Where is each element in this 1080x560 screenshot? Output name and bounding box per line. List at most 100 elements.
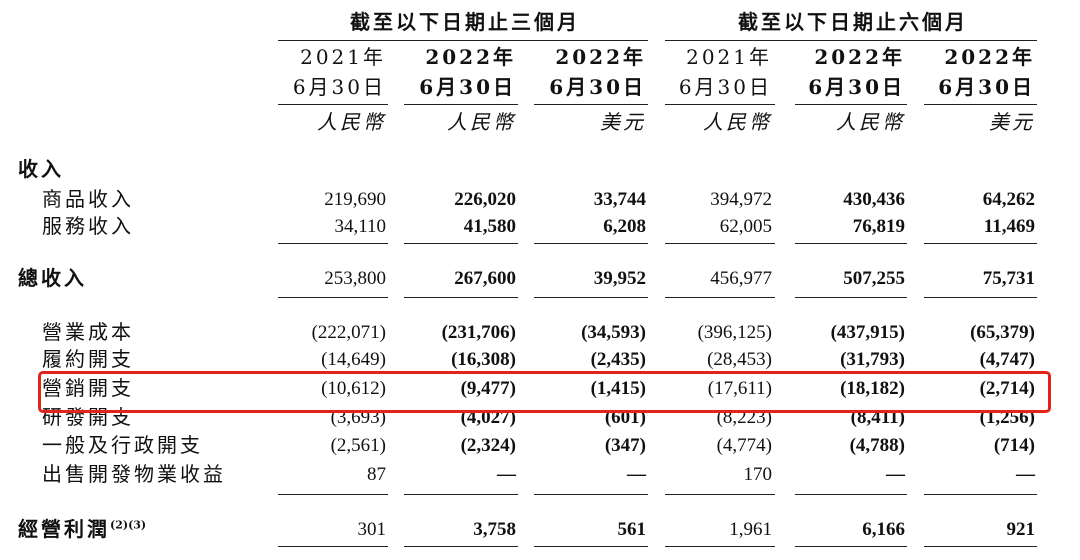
table-cell: 921 xyxy=(1006,519,1036,540)
table-cell: (17,611) xyxy=(707,378,772,399)
table-cell: — xyxy=(627,464,646,485)
table-cell: (65,379) xyxy=(970,322,1035,343)
row-label: 出售開發物業收益 xyxy=(42,464,226,484)
row-label: 經營利潤(2)(3) xyxy=(18,519,146,539)
table-cell: 430,436 xyxy=(843,189,905,210)
total-rule xyxy=(665,297,775,298)
subtotal-rule xyxy=(795,243,907,244)
table-cell: (347) xyxy=(604,435,646,456)
table-cell: (2,324) xyxy=(460,435,516,456)
subtotal-rule xyxy=(924,243,1037,244)
row-label-text: 營業成本 xyxy=(42,320,134,344)
table-cell: (16,308) xyxy=(451,349,516,370)
subtotal-rule xyxy=(278,494,388,495)
footnote-marker: (2)(3) xyxy=(110,518,147,532)
header-group-three-months: 截至以下日期止三個月 xyxy=(350,10,580,34)
subtotal-rule xyxy=(404,494,518,495)
total-rule xyxy=(404,297,518,298)
subtotal-rule xyxy=(278,243,388,244)
row-label: 商品收入 xyxy=(42,189,134,209)
row-label: 營銷開支 xyxy=(42,378,134,398)
table-cell: (2,435) xyxy=(590,349,646,370)
row-label-text: 總收入 xyxy=(18,266,87,290)
subtotal-rule xyxy=(404,243,518,244)
table-cell: — xyxy=(497,464,516,485)
table-cell: 87 xyxy=(367,464,386,485)
header-group-six-months: 截至以下日期止六個月 xyxy=(738,10,968,34)
table-cell: (9,477) xyxy=(460,378,516,399)
table-cell: 75,731 xyxy=(982,268,1035,289)
subtotal-rule xyxy=(534,243,648,244)
column-header-rule xyxy=(404,104,518,105)
table-cell: 456,977 xyxy=(710,268,772,289)
header-rule-three-months xyxy=(278,40,648,41)
table-cell: (34,593) xyxy=(581,322,646,343)
table-cell: 62,005 xyxy=(719,216,772,237)
column-header-year: 2021年 xyxy=(686,45,772,69)
table-cell: 39,952 xyxy=(593,268,646,289)
table-cell: (4,788) xyxy=(849,435,905,456)
row-label: 營業成本 xyxy=(42,322,134,342)
subtotal-rule xyxy=(665,243,775,244)
table-cell: (10,612) xyxy=(321,378,386,399)
table-cell: (1,415) xyxy=(590,378,646,399)
column-header-year: 2022年 xyxy=(814,45,905,69)
subtotal-rule xyxy=(924,494,1037,495)
column-header-date: 6月30日 xyxy=(419,75,516,99)
column-header-date: 6月30日 xyxy=(549,75,646,99)
row-label-text: 經營利潤 xyxy=(18,517,110,541)
table-cell: (714) xyxy=(993,435,1035,456)
column-header-date: 6月30日 xyxy=(938,75,1035,99)
total-rule xyxy=(924,297,1037,298)
row-label-text: 一般及行政開支 xyxy=(42,433,203,457)
column-header-date: 6月30日 xyxy=(678,75,772,99)
table-cell: (222,071) xyxy=(311,322,386,343)
table-cell: (28,453) xyxy=(707,349,772,370)
column-header-date: 6月30日 xyxy=(292,75,386,99)
column-header-currency: 美元 xyxy=(989,110,1035,134)
subtotal-rule xyxy=(665,494,775,495)
row-label: 服務收入 xyxy=(42,216,134,236)
column-header-currency: 人民幣 xyxy=(447,110,516,134)
column-header-currency: 人民幣 xyxy=(317,110,386,134)
table-cell: 1,961 xyxy=(729,519,772,540)
header-rule-six-months xyxy=(665,40,1037,41)
table-cell: 507,255 xyxy=(843,268,905,289)
table-cell: (2,561) xyxy=(330,435,386,456)
table-cell: (31,793) xyxy=(840,349,905,370)
table-cell: 394,972 xyxy=(710,189,772,210)
table-cell: (18,182) xyxy=(840,378,905,399)
table-cell: 226,020 xyxy=(454,189,516,210)
column-header-rule xyxy=(278,104,388,105)
row-label: 總收入 xyxy=(18,268,87,288)
table-cell: 253,800 xyxy=(324,268,386,289)
table-cell: 6,166 xyxy=(862,519,905,540)
row-label-text: 商品收入 xyxy=(42,187,134,211)
column-header-currency: 人民幣 xyxy=(836,110,905,134)
table-cell: 561 xyxy=(617,519,647,540)
column-header-year: 2022年 xyxy=(944,45,1035,69)
table-cell: 64,262 xyxy=(982,189,1035,210)
table-cell: 33,744 xyxy=(593,189,646,210)
table-cell: — xyxy=(886,464,905,485)
column-header-currency: 美元 xyxy=(600,110,646,134)
column-header-rule xyxy=(795,104,907,105)
column-header-rule xyxy=(924,104,1037,105)
total-rule xyxy=(534,297,648,298)
column-header-rule xyxy=(665,104,775,105)
row-label: 履約開支 xyxy=(42,349,134,369)
table-cell: (14,649) xyxy=(321,349,386,370)
total-rule xyxy=(795,546,907,547)
row-label-text: 營銷開支 xyxy=(42,376,134,400)
table-cell: 41,580 xyxy=(463,216,516,237)
total-rule xyxy=(404,546,518,547)
table-cell: (2,714) xyxy=(979,378,1035,399)
subtotal-rule xyxy=(534,494,648,495)
total-rule xyxy=(665,546,775,547)
table-cell: 34,110 xyxy=(334,216,386,237)
table-cell: — xyxy=(1016,464,1035,485)
row-label-text: 服務收入 xyxy=(42,214,134,238)
table-cell: (231,706) xyxy=(441,322,516,343)
table-cell: (437,915) xyxy=(830,322,905,343)
